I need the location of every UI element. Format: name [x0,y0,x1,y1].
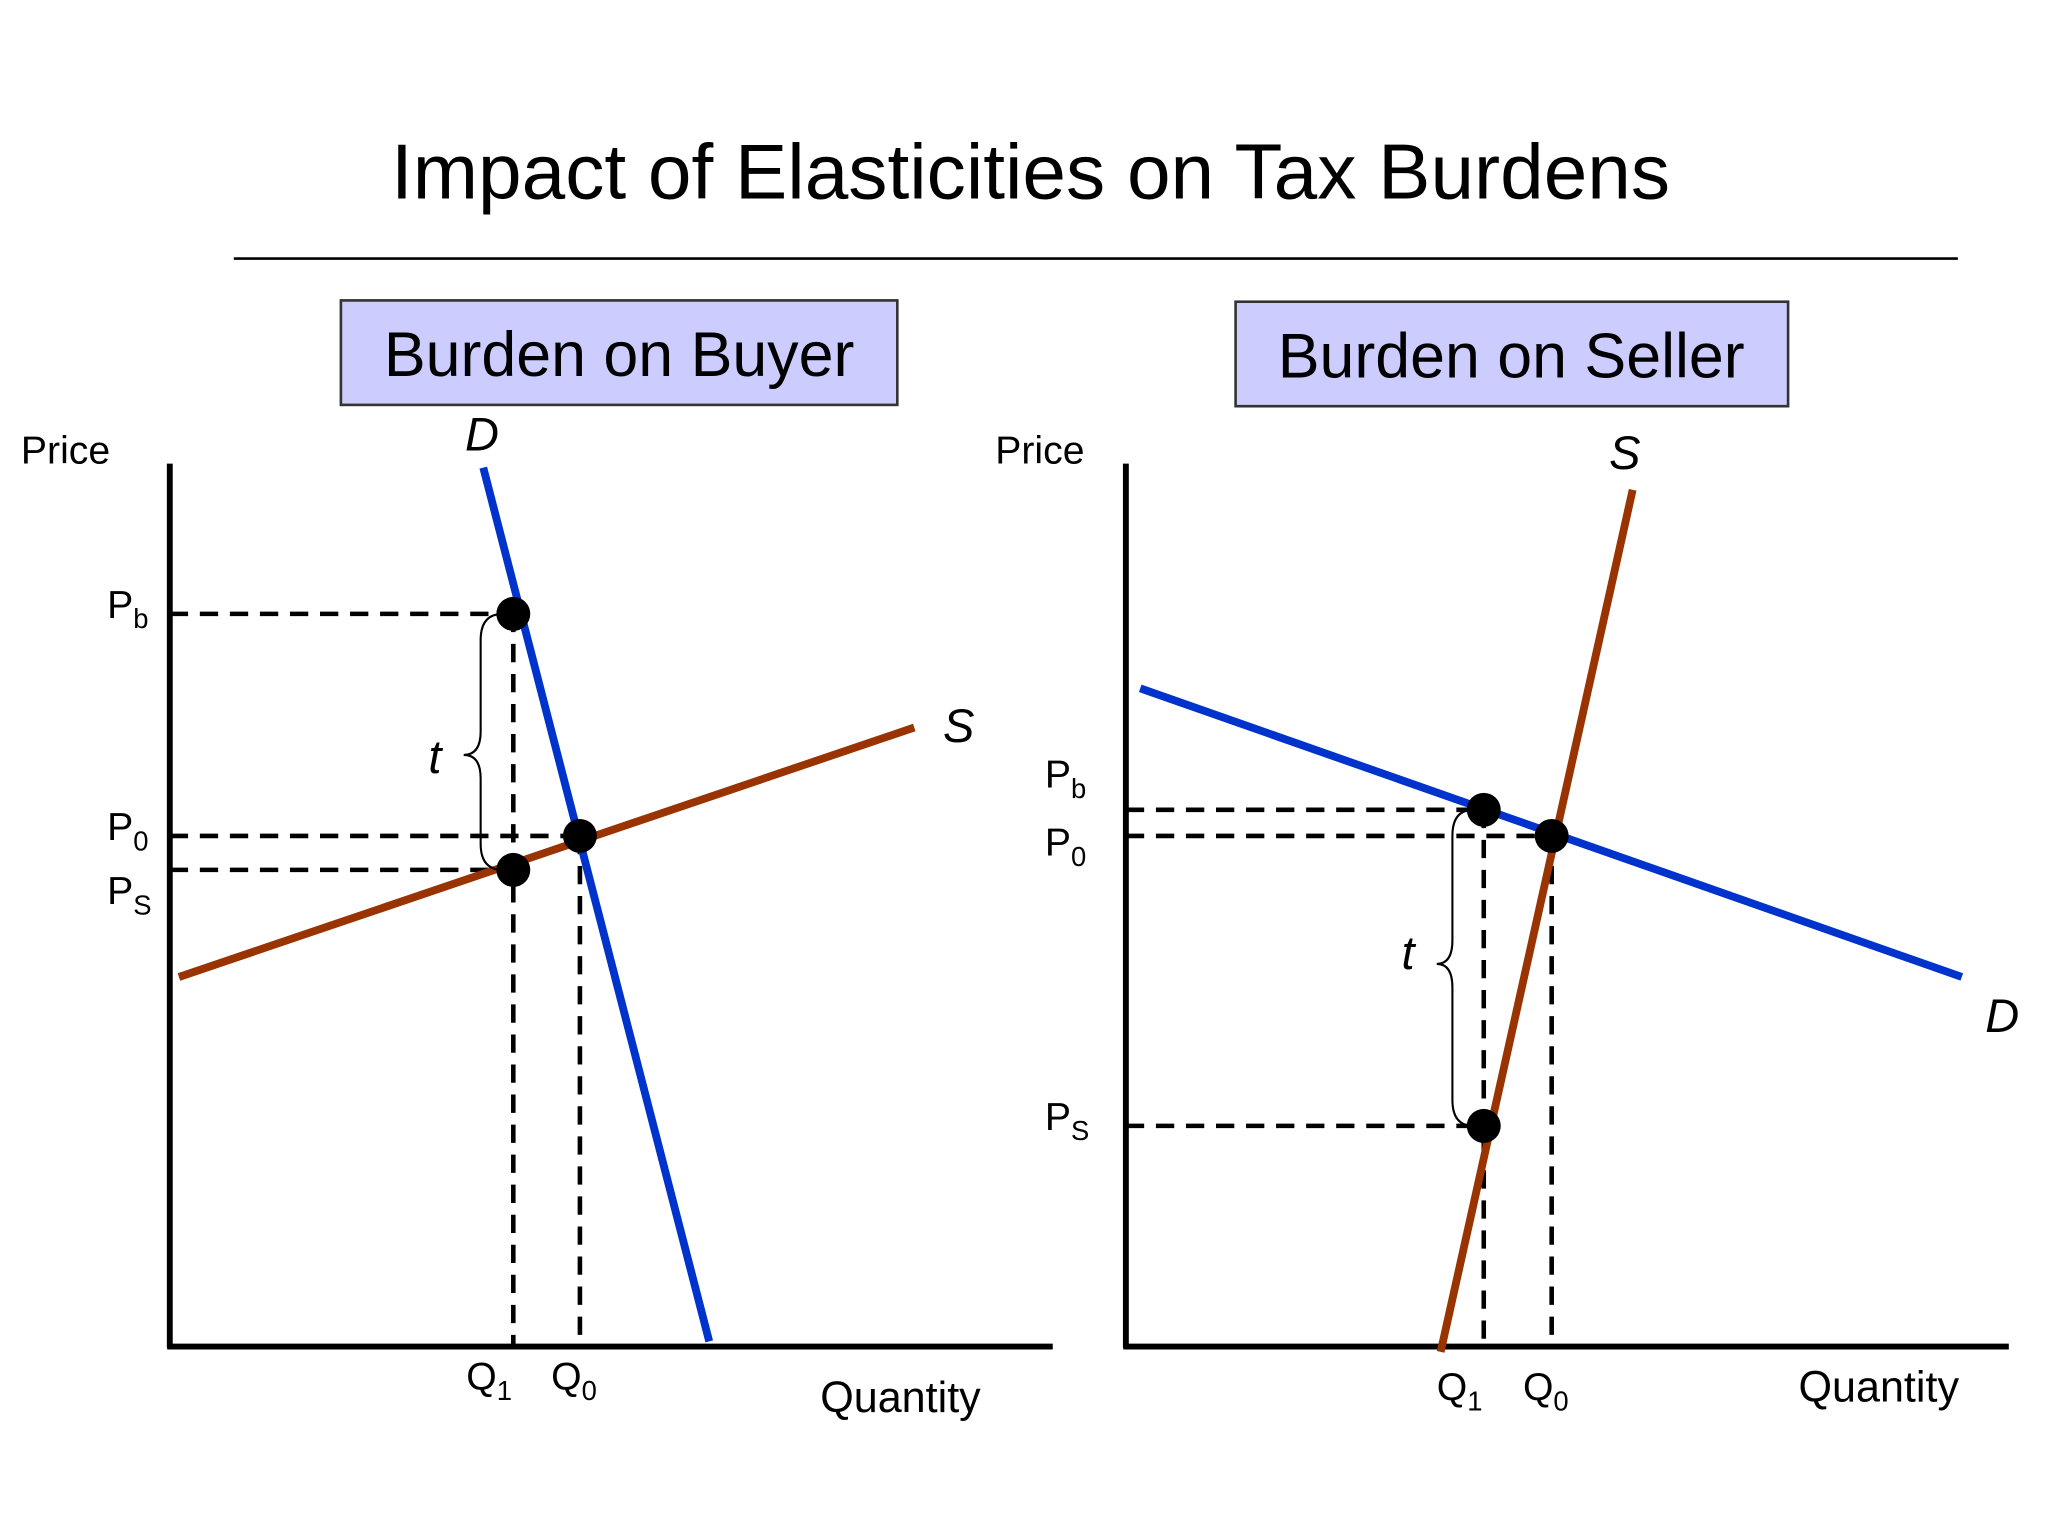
price-label: P0 [107,806,148,856]
label-sub: 1 [1467,1386,1482,1417]
guide-lines [1125,807,1554,1346]
tax-label: t [1401,926,1416,979]
demand-label: D [1985,989,2019,1042]
quantity-label: Q1 [1437,1366,1483,1416]
label-main: P [107,870,133,913]
label-sub: 0 [582,1375,597,1406]
x-axis-label: Quantity [820,1374,981,1422]
price-label: Pb [107,584,148,634]
quantity-label: Q1 [466,1356,512,1406]
price-label: P0 [1045,822,1086,872]
quantity-label: Q0 [1523,1366,1569,1416]
label-main: Q [1523,1366,1553,1409]
x-axis-label: Quantity [1799,1363,1960,1411]
y-axis-label: Price [995,430,1084,473]
panel-seller: Burden on Seller Price Quantity t S D Pb… [995,300,2019,1417]
panel-heading: Burden on Seller [1278,321,1745,391]
label-sub: 0 [133,825,148,856]
tax-brace [1436,808,1474,1127]
label-sub: 1 [497,1375,512,1406]
label-sub: S [1071,1115,1089,1146]
label-main: P [107,806,133,849]
y-axis-label: Price [21,430,110,473]
supply-curve [1436,488,1637,1353]
panel-heading: Burden on Buyer [384,320,854,390]
point [1466,792,1501,827]
label-sub: b [133,603,148,634]
panel-buyer: Burden on Buyer Price Quantity t D S Pb … [21,299,1053,1422]
point [1466,1108,1501,1143]
label-sub: b [1071,773,1086,804]
label-main: Q [1437,1366,1467,1409]
tax-label: t [428,730,443,783]
label-main: P [1045,1096,1071,1139]
label-sub: 0 [1071,841,1086,872]
label-main: Q [551,1356,581,1399]
point [496,596,531,631]
point [1534,818,1569,853]
price-label: PS [1045,1096,1089,1146]
label-sub: 0 [1553,1386,1568,1417]
slide-title: Impact of Elasticities on Tax Burdens [391,128,1670,216]
point [562,818,597,853]
label-main: P [1045,754,1071,797]
label-main: P [107,584,133,627]
heading-box [1234,300,1790,408]
demand-label: D [465,408,499,461]
supply-label: S [943,699,974,752]
point [496,852,531,887]
tax-brace [463,612,503,871]
supply-label: S [1609,426,1640,479]
price-label: Pb [1045,754,1086,804]
label-sub: S [133,889,151,920]
quantity-label: Q0 [551,1356,597,1406]
label-main: P [1045,822,1071,865]
label-main: Q [466,1356,496,1399]
price-label: PS [107,870,151,920]
supply-curve [177,723,916,981]
heading-box [339,299,899,407]
